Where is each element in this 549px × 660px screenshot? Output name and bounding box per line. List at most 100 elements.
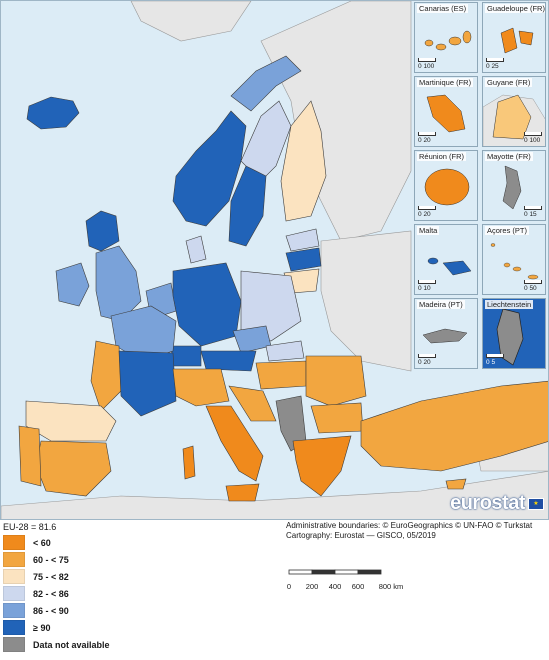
madeira-island (422, 328, 468, 344)
region-estonia (285, 228, 320, 252)
inset-scale: 0 25 (486, 58, 504, 70)
credits-boundaries: Administrative boundaries: © EuroGeograp… (286, 521, 533, 530)
acores-islands (490, 243, 539, 280)
logo-text: eurostat (450, 492, 525, 514)
legend-item: 86 - < 90 (3, 602, 110, 619)
inset-scale: 0 100 (524, 132, 542, 144)
inset-madeira: Madeira (PT) 0 20 (414, 298, 478, 369)
region-portugal (18, 425, 42, 487)
region-italy-north (172, 368, 230, 407)
legend-swatch (3, 620, 25, 635)
inset-liechtenstein: Liechtenstein 0 5 (482, 298, 546, 369)
region-sardinia (182, 445, 196, 480)
legend-swatch (3, 637, 25, 652)
region-norway-north (230, 55, 302, 112)
region-hungary (255, 360, 307, 390)
region-bulgaria (310, 402, 364, 434)
liechtenstein-territory (496, 308, 524, 366)
mayotte-island (502, 165, 522, 210)
inset-title: Martinique (FR) (417, 78, 474, 87)
inset-scale: 0 10 (418, 280, 436, 292)
inset-title: Madeira (PT) (417, 300, 465, 309)
north-africa-land (1, 471, 548, 519)
region-slovakia (265, 340, 305, 362)
region-iceland (26, 96, 80, 130)
eu-average: EU-28 = 81.6 (3, 522, 57, 532)
inset-canarias: Canarias (ES) 0 100 (414, 2, 478, 73)
scale-ticks: 0 200 400 600 800 km (286, 582, 418, 594)
region-austria (200, 350, 257, 372)
map-frame: Canarias (ES) 0 100 Guadeloupe (FR) 0 25… (0, 0, 549, 520)
region-spain-north (25, 400, 117, 442)
region-latvia (285, 247, 322, 272)
reunion-island (424, 168, 470, 206)
inset-scale: 0 100 (418, 58, 436, 70)
inset-scale: 0 5 (486, 354, 504, 366)
legend-item: < 60 (3, 534, 110, 551)
region-sweden-south (228, 165, 267, 247)
region-romania (305, 355, 367, 407)
region-greece (292, 435, 352, 497)
legend-item: 82 - < 86 (3, 585, 110, 602)
region-germany (172, 262, 242, 347)
inset-title: Malta (417, 226, 440, 235)
eu-flag-icon: ★ (528, 497, 544, 510)
inset-scale: 0 50 (524, 280, 542, 292)
inset-martinique: Martinique (FR) 0 20 (414, 76, 478, 147)
legend-swatch (3, 535, 25, 550)
legend-item: 75 - < 82 (3, 568, 110, 585)
scale-tick-label: 0 (286, 582, 292, 591)
region-denmark (185, 235, 207, 264)
credits-cartography: Cartography: Eurostat — GISCO, 05/2019 (286, 531, 436, 540)
inset-scale: 0 20 (418, 354, 436, 366)
eastern-neighbours-land (320, 230, 412, 372)
scale-tick-label: 400 (328, 582, 342, 591)
legend-label: 82 - < 86 (33, 588, 69, 599)
scale-tick-label: 200 (305, 582, 319, 591)
legend-swatch (3, 603, 25, 618)
legend-item: 60 - < 75 (3, 551, 110, 568)
legend: < 60 60 - < 75 75 - < 82 82 - < 86 86 - < 90… (3, 534, 110, 653)
inset-scale: 0 15 (524, 206, 542, 218)
inset-mayotte: Mayotte (FR) 0 15 (482, 150, 546, 221)
canarias-islands (424, 30, 472, 51)
region-france-west (90, 340, 122, 412)
legend-label: Data not available (33, 639, 110, 650)
main-map (1, 1, 548, 519)
inset-title: Açores (PT) (485, 226, 530, 235)
scale-tick-label: 600 (351, 582, 365, 591)
legend-item: ≥ 90 (3, 619, 110, 636)
region-france-central (118, 350, 177, 417)
eurostat-logo: eurostat ★ (450, 492, 544, 515)
region-finland (280, 100, 327, 222)
inset-guyane: Guyane (FR) 0 100 (482, 76, 546, 147)
region-spain-south (35, 440, 112, 497)
legend-item: Data not available (3, 636, 110, 653)
credits: Administrative boundaries: © EuroGeograp… (286, 521, 532, 541)
region-croatia (228, 385, 277, 422)
inset-title: Réunion (FR) (417, 152, 467, 161)
inset-title: Guyane (FR) (485, 78, 533, 87)
greenland-land (130, 1, 252, 42)
legend-label: ≥ 90 (33, 622, 51, 633)
inset-title: Canarias (ES) (417, 4, 469, 13)
region-scotland (85, 210, 120, 252)
inset-title: Guadeloupe (FR) (485, 4, 545, 13)
inset-scale: 0 20 (418, 206, 436, 218)
martinique-island (426, 94, 466, 133)
malta-island (427, 257, 472, 276)
legend-label: 60 - < 75 (33, 554, 69, 565)
inset-reunion: Réunion (FR) 0 20 (414, 150, 478, 221)
inset-acores: Açores (PT) 0 50 (482, 224, 546, 295)
legend-label: < 60 (33, 537, 51, 548)
legend-swatch (3, 569, 25, 584)
inset-malta: Malta 0 10 (414, 224, 478, 295)
legend-swatch (3, 586, 25, 601)
inset-guadeloupe: Guadeloupe (FR) 0 25 (482, 2, 546, 73)
inset-scale: 0 20 (418, 132, 436, 144)
inset-title: Liechtenstein (485, 300, 534, 309)
region-england (95, 245, 142, 322)
region-italy-south (205, 405, 264, 482)
region-sicily (225, 483, 260, 502)
legend-label: 75 - < 82 (33, 571, 69, 582)
